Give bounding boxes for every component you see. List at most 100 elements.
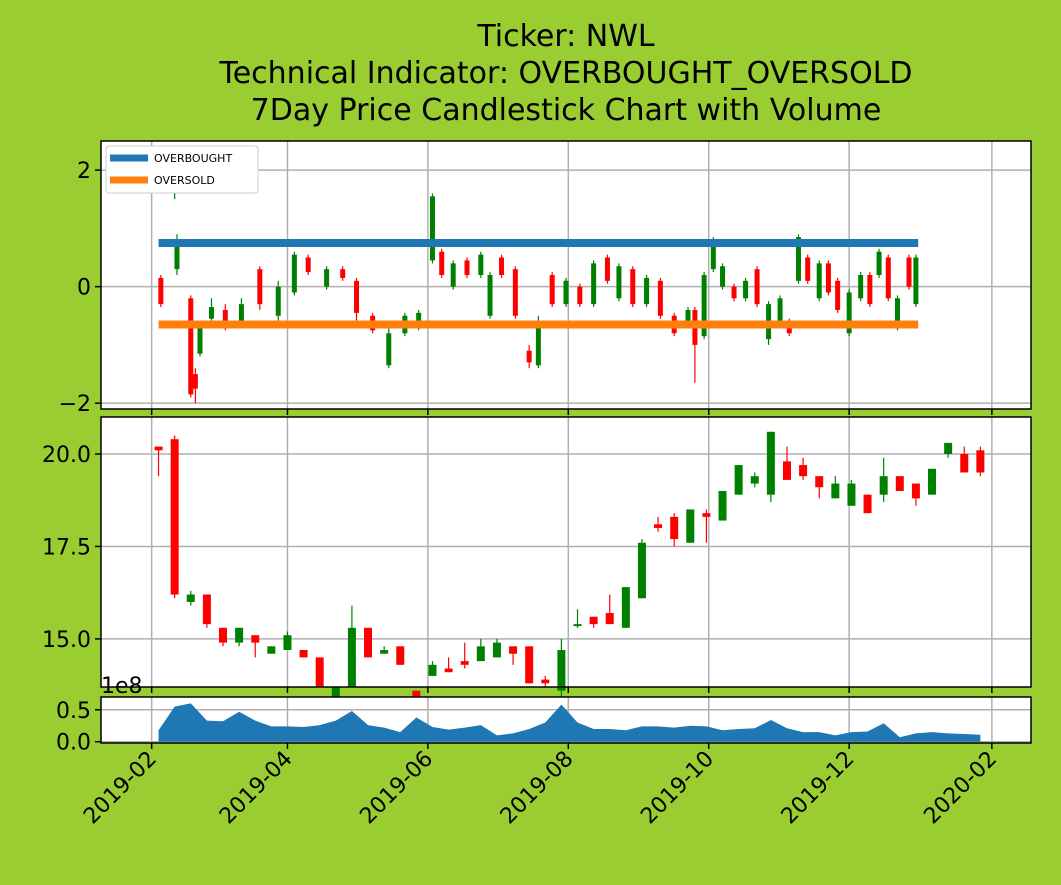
indicator-candle-body xyxy=(197,327,203,354)
indicator-candle-body xyxy=(894,298,900,328)
price-panel: 20.0 17.5 15.0 xyxy=(42,416,1032,717)
indicator-candle-body xyxy=(354,280,360,313)
price-candle-body xyxy=(541,679,550,684)
price-candle-body xyxy=(589,616,598,625)
indicator-candle-body xyxy=(499,257,505,275)
indicator-candle-body xyxy=(796,237,801,281)
indicator-candle-body xyxy=(876,251,882,275)
price-candle-body xyxy=(944,442,953,454)
price-candle-body xyxy=(476,646,485,662)
price-candle-body xyxy=(525,646,534,684)
volume-area xyxy=(158,703,981,742)
indicator-candle-body xyxy=(731,286,737,299)
indicator-candle-body xyxy=(487,275,493,316)
price-candle-body xyxy=(928,468,937,495)
price-candle-body xyxy=(960,453,969,473)
indicator-candle-body xyxy=(158,277,164,305)
price-candle-body xyxy=(976,450,985,473)
price-candle-body xyxy=(718,490,727,521)
indicator-candle-body xyxy=(630,269,636,305)
indicator-candle-body xyxy=(549,275,555,305)
indicator-panel: 2 0 −2 OVERBOUGHT OVERSOLD xyxy=(59,140,1032,417)
price-candle-body xyxy=(654,524,663,528)
volume-ytick-label: 0.0 xyxy=(56,731,91,756)
indicator-candle-body xyxy=(257,269,263,305)
indicator-candle-body xyxy=(805,257,811,281)
indicator-candle-body xyxy=(591,263,597,305)
price-candle-body xyxy=(863,494,872,514)
indicator-candle-body xyxy=(701,275,707,337)
indicator-candle-body xyxy=(478,254,484,275)
price-candle-body xyxy=(782,461,791,480)
price-candle-body xyxy=(766,431,775,495)
price-candle-body xyxy=(202,594,211,625)
indicator-candle-body xyxy=(275,286,281,316)
price-candle-body xyxy=(557,650,566,691)
price-candle-body xyxy=(267,646,276,654)
indicator-candle-body xyxy=(208,307,214,319)
indicator-candle-body xyxy=(835,280,841,310)
price-candle-body xyxy=(283,635,292,651)
indicator-candle-body xyxy=(429,196,435,261)
price-candle-body xyxy=(170,439,179,595)
chart-title-line-3: 7Day Price Candlestick Chart with Volume xyxy=(251,93,882,128)
legend-label-overbought: OVERBOUGHT xyxy=(154,152,232,165)
indicator-ytick-label: −2 xyxy=(59,392,91,417)
price-candle-body xyxy=(734,465,743,495)
price-candle-body xyxy=(219,627,228,643)
indicator-candle-body xyxy=(535,321,541,366)
price-candle-body xyxy=(331,687,340,699)
price-candle-body xyxy=(380,650,389,654)
price-candle-body xyxy=(396,646,405,665)
volume-frame xyxy=(100,696,1032,744)
price-ytick-label: 17.5 xyxy=(42,535,91,560)
chart-title-line-1: Ticker: NWL xyxy=(476,19,655,54)
price-candle-body xyxy=(251,635,260,643)
indicator-candle-body xyxy=(305,257,311,273)
price-candle-body xyxy=(879,476,888,495)
indicator-candle-body xyxy=(777,298,783,322)
indicator-candle-body xyxy=(324,269,330,287)
price-candle-body xyxy=(235,627,244,643)
indicator-ytick-label: 0 xyxy=(77,276,91,301)
price-candle-body xyxy=(154,446,163,451)
price-candle-body xyxy=(428,664,437,676)
indicator-candle-body xyxy=(867,275,873,305)
indicator-candle-body xyxy=(340,269,346,278)
price-candle-body xyxy=(911,483,920,499)
indicator-candle-body xyxy=(291,254,297,293)
price-ytick-label: 20.0 xyxy=(42,443,91,468)
indicator-candle-body xyxy=(685,309,691,322)
price-plot-area xyxy=(101,417,1031,687)
chart-title-line-2: Technical Indicator: OVERBOUGHT_OVERSOLD xyxy=(218,56,912,91)
price-ytick-label: 15.0 xyxy=(42,628,91,653)
indicator-candle-body xyxy=(906,257,912,287)
indicator-candle-body xyxy=(616,266,622,299)
indicator-candle-body xyxy=(710,240,716,270)
indicator-candle-body xyxy=(174,240,180,270)
indicator-candle-body xyxy=(604,257,610,281)
indicator-candle-body xyxy=(238,304,244,322)
price-candle-body xyxy=(444,668,453,673)
price-candle-body xyxy=(621,587,630,628)
price-candle-body xyxy=(670,516,679,540)
indicator-candle-body xyxy=(563,280,569,305)
indicator-candle-body xyxy=(464,260,470,275)
indicator-candle-body xyxy=(188,298,194,395)
price-candle-body xyxy=(412,690,421,702)
indicator-candle-body xyxy=(644,277,650,305)
price-candle-body xyxy=(847,483,856,506)
price-candle-body xyxy=(299,650,308,658)
indicator-candle-body xyxy=(858,275,864,299)
price-candle-body xyxy=(573,624,582,627)
indicator-ytick-label: 2 xyxy=(77,159,91,184)
volume-offset-label: 1e8 xyxy=(101,674,143,699)
indicator-candle-body xyxy=(416,312,422,328)
indicator-candle-body xyxy=(825,263,831,293)
indicator-candle-body xyxy=(512,269,518,316)
indicator-candle-body xyxy=(720,266,726,287)
indicator-candle-body xyxy=(913,257,919,305)
volume-ytick-label: 0.5 xyxy=(56,699,91,724)
indicator-frame xyxy=(100,140,1032,410)
price-candle-body xyxy=(702,513,711,517)
